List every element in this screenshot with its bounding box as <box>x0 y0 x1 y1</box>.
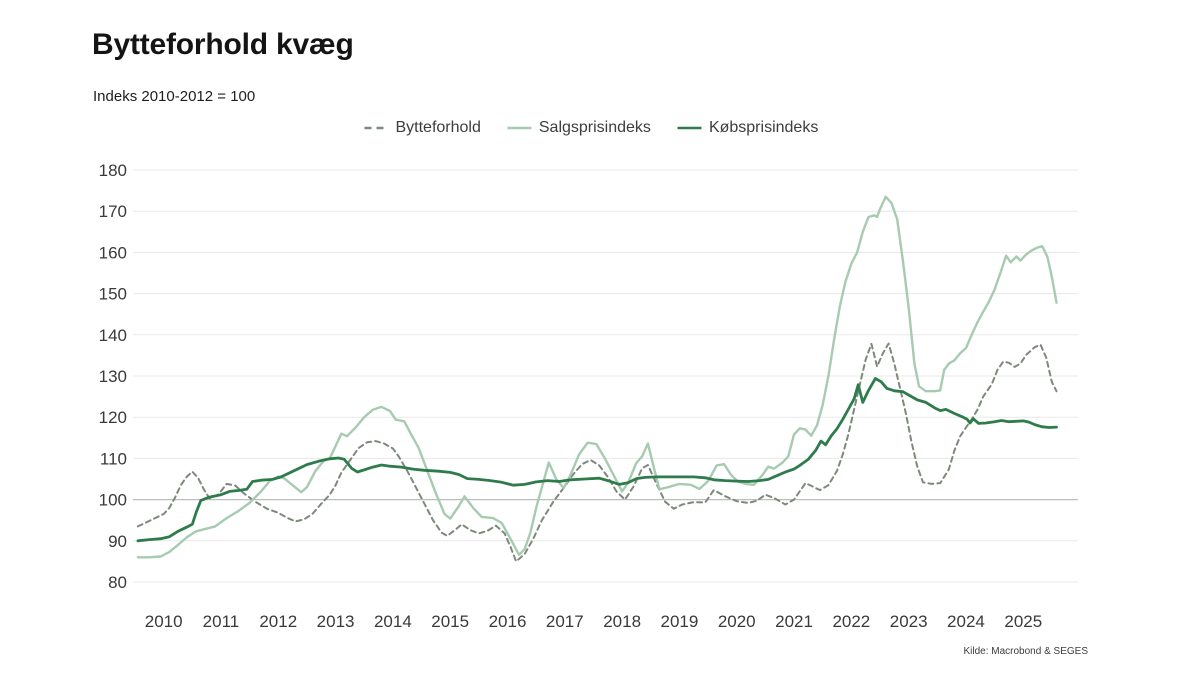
x-axis-tick-label: 2010 <box>145 612 183 631</box>
legend-item-salgsprisindeks: Salgsprisindeks <box>507 119 651 137</box>
legend-item-købsprisindeks: Købsprisindeks <box>677 119 818 137</box>
y-axis-tick-label: 100 <box>99 491 127 510</box>
x-axis-tick-label: 2023 <box>890 612 928 631</box>
x-axis-tick-label: 2019 <box>661 612 699 631</box>
y-axis-tick-label: 170 <box>99 202 127 221</box>
y-axis-tick-label: 180 <box>99 161 127 180</box>
series-line-bytteforhold <box>136 342 1058 563</box>
x-axis-tick-label: 2013 <box>317 612 355 631</box>
x-axis-tick-label: 2015 <box>431 612 469 631</box>
legend-swatch-bytteforhold-icon <box>364 126 389 130</box>
x-axis-tick-label: 2012 <box>259 612 297 631</box>
legend-item-bytteforhold: Bytteforhold <box>363 119 481 137</box>
y-axis-tick-label: 110 <box>100 449 127 468</box>
x-axis-tick-label: 2021 <box>775 612 813 631</box>
page-title: Bytteforhold kvæg <box>92 28 354 61</box>
y-axis-tick-label: 90 <box>108 532 127 551</box>
x-axis-tick-label: 2017 <box>546 612 584 631</box>
x-axis-tick-label: 2024 <box>947 612 985 631</box>
chart-legend: Bytteforhold Salgsprisindeks Købsprisindek… <box>363 119 818 137</box>
series-line-salgsprisindeks <box>136 195 1058 559</box>
x-axis-tick-label: 2014 <box>374 612 412 631</box>
legend-swatch-salgsprisindeks-icon <box>507 126 532 130</box>
x-axis-tick-label: 2025 <box>1004 612 1042 631</box>
x-axis-tick-label: 2020 <box>718 612 756 631</box>
x-axis-tick-label: 2018 <box>603 612 641 631</box>
legend-label: Bytteforhold <box>395 119 481 136</box>
page-subtitle: Indeks 2010-2012 = 100 <box>93 88 256 105</box>
y-axis-tick-label: 120 <box>99 408 127 427</box>
y-axis-tick-label: 150 <box>99 285 127 304</box>
legend-label: Salgsprisindeks <box>538 119 651 136</box>
series-line-købsprisindeks <box>136 377 1058 543</box>
x-axis-tick-label: 2011 <box>203 612 240 631</box>
legend-swatch-købsprisindeks-icon <box>677 126 702 130</box>
legend-label: Købsprisindeks <box>708 119 819 136</box>
x-axis-tick-label: 2016 <box>489 612 527 631</box>
y-axis-tick-label: 80 <box>108 573 127 592</box>
y-axis-tick-label: 130 <box>99 367 127 386</box>
y-axis-tick-label: 140 <box>99 326 127 345</box>
x-axis-tick-label: 2022 <box>832 612 870 631</box>
y-axis-tick-label: 160 <box>99 243 127 262</box>
source-note: Kilde: Macrobond & SEGES <box>963 646 1088 657</box>
